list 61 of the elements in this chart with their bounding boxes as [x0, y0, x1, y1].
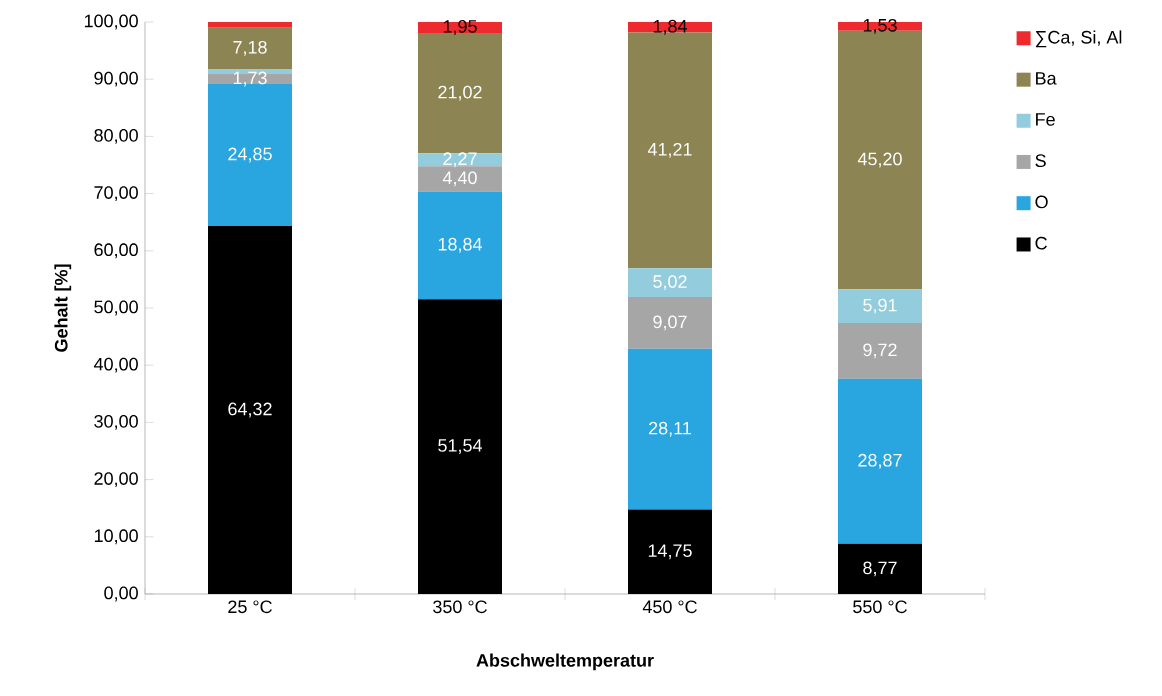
- data-label: 18,84: [438, 237, 482, 253]
- y-tick-label: 80,00: [94, 128, 138, 144]
- bar: [628, 268, 712, 297]
- data-label: 1,53: [863, 18, 897, 34]
- bar: [628, 509, 712, 594]
- y-tick-label: 30,00: [94, 414, 138, 430]
- legend-label: C: [1035, 236, 1047, 250]
- data-label: 51,54: [438, 439, 482, 454]
- y-tick-label: 0,00: [104, 586, 138, 602]
- y-tick-label: 70,00: [94, 186, 138, 202]
- y-tick-label: 50,00: [94, 300, 138, 316]
- bar: [838, 378, 922, 544]
- data-label: 5,02: [653, 275, 687, 291]
- bar: [208, 22, 293, 28]
- x-tick-label: 550 °C: [853, 600, 907, 614]
- data-label: 21,02: [438, 85, 482, 101]
- x-tick-label: 450 °C: [642, 600, 697, 614]
- legend-label: O: [1035, 195, 1048, 209]
- bar: [628, 296, 712, 349]
- bar: [838, 543, 922, 594]
- data-label: 2,27: [443, 152, 477, 168]
- bar: [208, 27, 293, 69]
- data-label: 1,73: [233, 71, 267, 87]
- bar: [208, 226, 293, 594]
- bar: [418, 166, 502, 192]
- y-tick-label: 10,00: [94, 529, 138, 545]
- data-label: 41,21: [647, 142, 692, 158]
- x-tick-label: 350 °C: [433, 600, 487, 614]
- y-tick-label: 60,00: [94, 243, 138, 259]
- data-label: 8,77: [863, 561, 897, 577]
- legend-label: S: [1035, 154, 1046, 168]
- data-label: 9,07: [653, 315, 687, 331]
- data-label: 1,95: [443, 20, 477, 35]
- data-label: 28,11: [649, 421, 691, 437]
- bar: [418, 191, 502, 300]
- bar: [418, 299, 502, 594]
- legend-label: Ba: [1036, 72, 1057, 85]
- legend-label: ∑Ca, Si, Al: [1035, 30, 1122, 48]
- data-label: 4,40: [442, 171, 477, 187]
- data-label: 28,87: [858, 453, 902, 469]
- legend-label: Fe: [1036, 113, 1055, 126]
- bar: [628, 348, 712, 510]
- x-axis-title: Abschweltemperatur: [476, 653, 654, 671]
- data-label: 5,91: [863, 298, 897, 314]
- data-label: 14,75: [648, 544, 692, 560]
- y-axis-title: Gehalt [%]: [54, 264, 72, 352]
- bar: [838, 323, 922, 379]
- x-tick-label: 25 °C: [228, 600, 272, 614]
- bar: [418, 33, 502, 154]
- data-label: 9,72: [863, 343, 897, 359]
- bar: [838, 289, 922, 324]
- y-tick-label: 20,00: [94, 472, 138, 488]
- data-label: 24,85: [228, 147, 272, 163]
- bar: [418, 153, 502, 167]
- y-tick-label: 100,00: [84, 14, 138, 30]
- y-tick-label: 90,00: [94, 71, 138, 87]
- data-label: 1,84: [653, 19, 687, 35]
- y-tick-label: 40,00: [93, 357, 138, 373]
- data-label: 64,32: [228, 402, 272, 418]
- data-label: 7,18: [233, 40, 267, 56]
- data-label: 45,20: [857, 152, 902, 168]
